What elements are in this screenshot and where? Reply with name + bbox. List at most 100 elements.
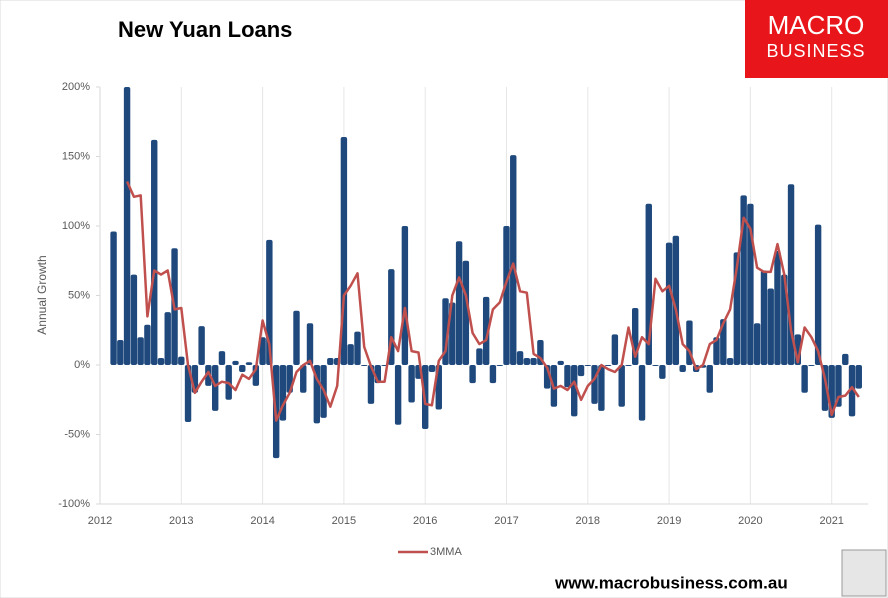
- bar: [428, 365, 436, 372]
- bar: [753, 323, 761, 365]
- logo-text: MACRO: [768, 10, 865, 40]
- bar: [205, 365, 212, 386]
- bar: [496, 365, 503, 366]
- bar: [144, 324, 151, 365]
- bar: [123, 87, 131, 365]
- bar: [713, 337, 720, 365]
- x-tick-label: 2018: [576, 515, 600, 527]
- bar: [462, 260, 470, 365]
- bar: [726, 358, 734, 365]
- bar: [720, 319, 727, 365]
- bar: [530, 358, 537, 365]
- bar: [489, 365, 497, 384]
- x-tick-label: 2021: [819, 515, 843, 527]
- bar: [455, 241, 463, 365]
- bar: [604, 365, 612, 366]
- y-tick-label: -100%: [58, 498, 90, 510]
- bar: [638, 365, 646, 421]
- bar: [327, 358, 334, 365]
- bar: [476, 348, 483, 365]
- bar: [584, 365, 592, 366]
- bar: [245, 362, 253, 365]
- bar: [618, 365, 625, 407]
- bar: [211, 365, 219, 411]
- bar: [503, 226, 510, 365]
- bar: [760, 270, 768, 365]
- bar: [855, 365, 862, 389]
- bar: [117, 339, 124, 365]
- bar: [218, 351, 226, 365]
- bar: [293, 310, 300, 365]
- bar: [814, 224, 822, 365]
- y-tick-label: 100%: [62, 220, 90, 232]
- bar: [808, 365, 815, 366]
- bar: [259, 337, 266, 365]
- bar: [510, 155, 517, 365]
- bar: [482, 296, 490, 365]
- wolf-icon: [841, 549, 887, 597]
- bar: [184, 365, 192, 422]
- footer: www.macrobusiness.com.au: [554, 573, 788, 592]
- bar: [679, 365, 686, 372]
- bar: [469, 365, 476, 384]
- bar: [571, 365, 578, 417]
- y-axis-label: Annual Growth: [35, 255, 49, 334]
- y-tick-label: 150%: [62, 150, 90, 162]
- bar: [516, 351, 524, 365]
- bar: [401, 226, 409, 365]
- chart-title: New Yuan Loans: [118, 17, 292, 42]
- x-tick-label: 2017: [494, 515, 518, 527]
- logo-box: [745, 0, 888, 78]
- bar: [239, 365, 246, 372]
- bar: [151, 139, 158, 365]
- y-tick-label: -50%: [64, 428, 90, 440]
- legend-label: 3MMA: [430, 546, 462, 558]
- x-tick-label: 2020: [738, 515, 762, 527]
- logo-text: BUSINESS: [766, 41, 865, 61]
- y-tick-label: 50%: [68, 289, 90, 301]
- bar: [625, 365, 632, 366]
- bar: [706, 365, 713, 393]
- y-tick-label: 200%: [62, 81, 90, 93]
- bar: [130, 274, 138, 365]
- bar: [394, 365, 402, 425]
- bar: [157, 358, 165, 365]
- bar: [408, 365, 415, 403]
- bar: [178, 356, 185, 365]
- x-tick-label: 2014: [250, 515, 274, 527]
- bar: [652, 365, 659, 366]
- bar: [300, 365, 307, 393]
- bar: [577, 365, 585, 377]
- x-tick-label: 2013: [169, 515, 193, 527]
- x-tick-label: 2016: [413, 515, 437, 527]
- bar: [354, 331, 361, 365]
- bar: [266, 239, 273, 365]
- bar: [137, 337, 144, 365]
- bar: [767, 288, 774, 365]
- bar: [659, 365, 666, 379]
- bar: [842, 353, 849, 365]
- bar: [442, 298, 449, 365]
- bar: [306, 323, 314, 365]
- bar: [564, 365, 571, 388]
- bar: [361, 365, 368, 366]
- bar: [110, 231, 117, 365]
- bar: [591, 365, 598, 404]
- bar: [347, 344, 354, 365]
- x-tick-label: 2015: [332, 515, 356, 527]
- bar: [367, 365, 375, 404]
- bar: [611, 334, 619, 365]
- bar: [557, 360, 564, 365]
- x-tick-label: 2019: [657, 515, 681, 527]
- bar: [232, 360, 239, 365]
- bar: [801, 365, 808, 393]
- bar: [848, 365, 856, 417]
- bar: [598, 365, 605, 411]
- bar: [164, 312, 171, 365]
- bar: [774, 251, 781, 365]
- bar: [523, 358, 531, 365]
- bar: [672, 235, 680, 365]
- bar: [665, 242, 673, 365]
- line: [125, 180, 860, 422]
